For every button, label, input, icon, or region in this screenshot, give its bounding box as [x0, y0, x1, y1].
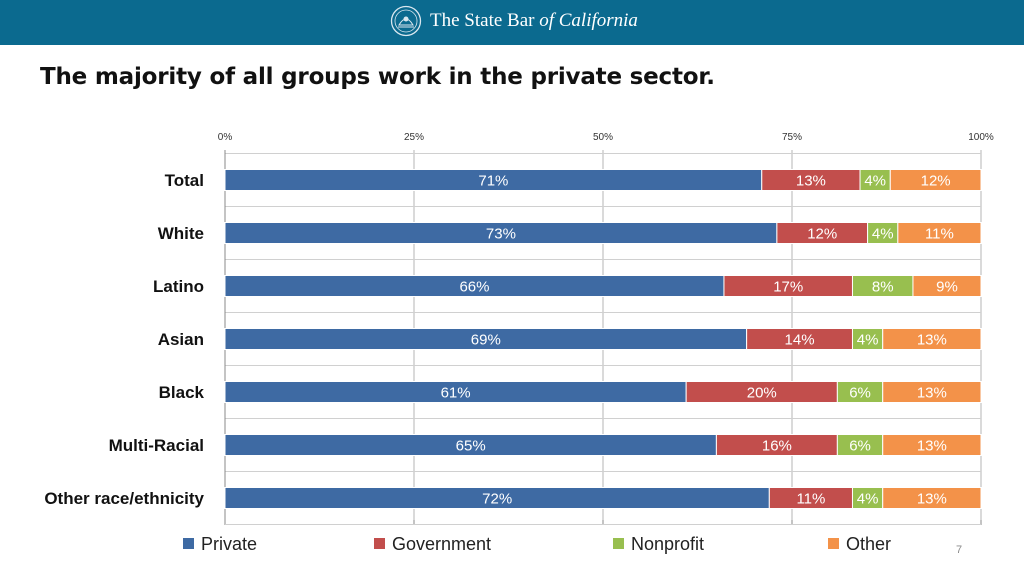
x-tick-label: 100%: [968, 132, 994, 143]
data-label: 6%: [849, 385, 871, 402]
x-tick-label: 50%: [593, 132, 613, 143]
bar-segment: [882, 381, 982, 403]
header-bar: The State Bar of California: [0, 0, 1024, 45]
category-label: Total: [165, 171, 204, 190]
data-label: 65%: [456, 438, 486, 455]
data-label: 13%: [917, 385, 947, 402]
category-label: Latino: [153, 277, 204, 296]
legend-swatch: [183, 538, 194, 549]
x-tick-label: 25%: [404, 132, 424, 143]
data-label: 4%: [857, 491, 879, 508]
x-tick-label: 75%: [782, 132, 802, 143]
data-label: 71%: [478, 173, 508, 190]
data-label: 11%: [925, 226, 954, 243]
data-label: 4%: [857, 332, 879, 349]
bar-segment: [897, 222, 982, 244]
data-label: 72%: [482, 491, 512, 508]
legend-label: Other: [846, 534, 891, 554]
data-label: 14%: [785, 332, 815, 349]
bar-segment: [912, 275, 982, 297]
category-label: Asian: [158, 330, 204, 349]
data-label: 16%: [762, 438, 792, 455]
bar-segment: [889, 169, 982, 191]
category-label: Black: [159, 383, 205, 402]
data-label: 13%: [917, 332, 947, 349]
data-label: 6%: [849, 438, 871, 455]
legend-label: Government: [392, 534, 491, 554]
x-tick-label: 0%: [218, 132, 233, 143]
legend-swatch: [613, 538, 624, 549]
legend-label: Nonprofit: [631, 534, 704, 554]
data-label: 13%: [917, 491, 947, 508]
data-label: 4%: [872, 226, 894, 243]
data-label: 17%: [773, 279, 803, 296]
bar-segment: [882, 434, 982, 456]
slide-title: The majority of all groups work in the p…: [40, 64, 715, 90]
data-label: 8%: [872, 279, 894, 296]
data-label: 9%: [936, 279, 958, 296]
legend-swatch: [828, 538, 839, 549]
data-label: 20%: [747, 385, 777, 402]
legend-swatch: [374, 538, 385, 549]
data-label: 11%: [796, 491, 825, 508]
data-label: 69%: [471, 332, 501, 349]
bar-segment: [882, 487, 982, 509]
category-label: Multi-Racial: [109, 436, 204, 455]
state-bar-logo: The State Bar of California: [390, 5, 638, 37]
data-label: 61%: [441, 385, 471, 402]
legend-label: Private: [201, 534, 257, 554]
data-label: 73%: [486, 226, 516, 243]
data-label: 12%: [921, 173, 951, 190]
category-label: Other race/ethnicity: [44, 489, 204, 508]
data-label: 13%: [917, 438, 947, 455]
data-label: 66%: [459, 279, 489, 296]
category-label: White: [158, 224, 204, 243]
page-number: 7: [956, 544, 963, 556]
data-label: 12%: [807, 226, 837, 243]
organization-name: The State Bar of California: [430, 10, 638, 31]
data-label: 13%: [796, 173, 826, 190]
bar-segment: [882, 328, 982, 350]
california-seal-icon: [390, 5, 422, 37]
data-label: 4%: [864, 173, 886, 190]
